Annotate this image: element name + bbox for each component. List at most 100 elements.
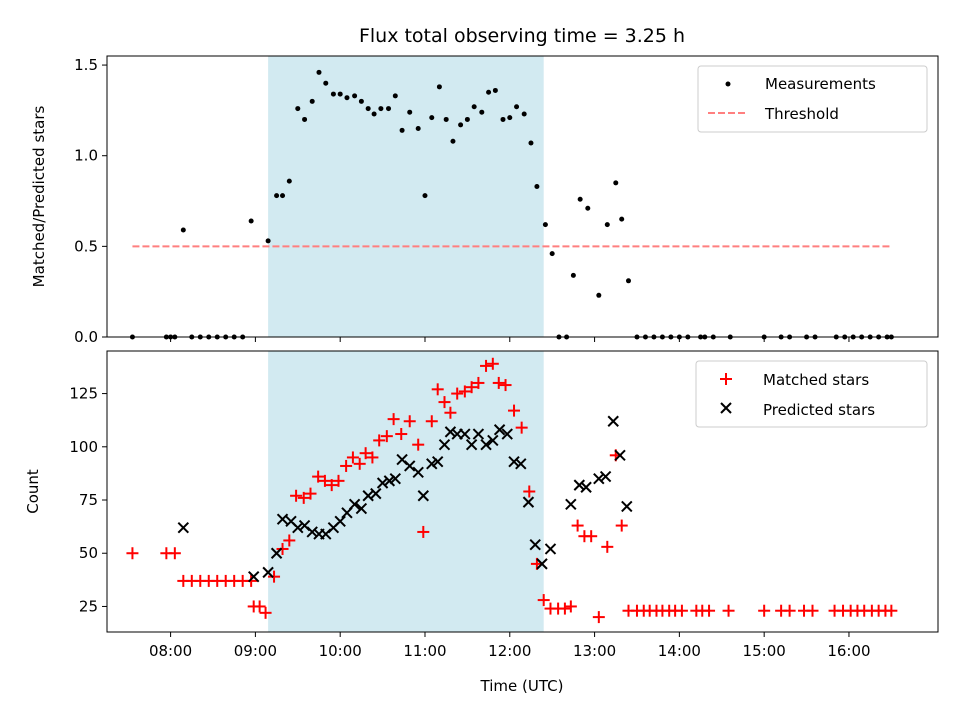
matched-star-point [451, 387, 464, 400]
panel-counts-y-label: Count [24, 469, 42, 514]
panel-ratio-frame [106, 55, 939, 338]
predicted-star-point [614, 449, 626, 462]
x-tick-label: 16:00 [827, 642, 870, 660]
legend-box [695, 360, 928, 428]
measurement-point [337, 91, 343, 97]
y-tick-label: 50 [79, 544, 98, 562]
matched-star-point [458, 385, 471, 398]
measurement-point [371, 111, 377, 117]
predicted-star-point [472, 428, 485, 440]
measurement-point [295, 106, 301, 112]
matched-star-point [571, 519, 584, 532]
matched-star-point [564, 600, 577, 613]
legend-measurements-marker [725, 81, 731, 87]
predicted-star-point [515, 458, 527, 470]
predicted-star-point [459, 428, 471, 440]
matched-star-point [259, 606, 272, 619]
matched-star-point [585, 530, 598, 543]
measurement-point [286, 178, 292, 184]
predicted-star-point [621, 500, 633, 513]
predicted-star-point [404, 460, 416, 472]
measurement-point [443, 116, 449, 122]
y-tick-label: 1.0 [74, 147, 98, 165]
matched-star-point [537, 594, 550, 607]
measurement-point [323, 80, 329, 86]
measurement-point [422, 193, 428, 199]
y-tick-label: 125 [69, 385, 98, 403]
matched-star-point [168, 547, 181, 560]
matched-star-point [346, 451, 359, 464]
predicted-star-point [270, 547, 283, 559]
measurement-point [521, 111, 527, 117]
measurement-point [528, 140, 534, 146]
predicted-star-point [177, 521, 190, 534]
measurement-point [464, 116, 470, 122]
predicted-star-point [593, 473, 605, 485]
measurement-point [577, 196, 583, 202]
matched-star-point [515, 421, 528, 434]
predicted-star-point [355, 502, 368, 515]
measurement-point [378, 106, 384, 112]
measurement-point [542, 222, 548, 228]
predicted-star-point [580, 481, 592, 493]
matched-star-point [472, 376, 485, 389]
measurement-point [436, 84, 442, 90]
panel-ratio-y-ticks: 0.0 0.5 1.0 1.5 [74, 56, 107, 346]
matched-star-point [276, 542, 289, 555]
matched-star-point [403, 415, 416, 428]
matched-star-point [268, 570, 281, 583]
matched-star-point [318, 474, 331, 487]
legend-matched-label: Matched stars [763, 371, 869, 389]
matched-star-point [340, 459, 353, 472]
measurement-point [500, 116, 506, 122]
measurement-point [585, 205, 591, 211]
panel-ratio-y-label: Matched/Predicted stars [30, 106, 48, 288]
legend-measurements-label: Measurements [765, 75, 876, 93]
matched-star-point [366, 451, 379, 464]
matched-star-point [722, 604, 735, 617]
measurement-point [549, 251, 555, 257]
predicted-star-point [431, 455, 444, 468]
predicted-star-point [444, 426, 457, 438]
measurement-point [386, 106, 392, 112]
predicted-star-point [573, 479, 586, 491]
x-tick-label: 15:00 [743, 642, 786, 660]
matched-star-point [492, 376, 505, 389]
measurement-point [330, 91, 336, 97]
panel-counts-x-ticks: 08:00 09:00 10:00 11:00 12:00 13:00 14:00 15:00… [149, 632, 871, 660]
matched-star-point [412, 438, 425, 451]
measurement-point [570, 272, 576, 278]
matched-star-point [425, 415, 438, 428]
matched-star-point [353, 457, 366, 470]
measurement-point [429, 115, 435, 121]
predicted-star-point [276, 513, 289, 525]
predicted-star-point [247, 570, 260, 583]
measurement-point [471, 104, 477, 110]
matched-star-point [312, 470, 325, 483]
measurement-point [180, 227, 186, 233]
measurement-point [392, 93, 398, 99]
matched-star-point [126, 547, 139, 560]
predicted-star-point [599, 470, 612, 483]
panel-ratio-legend: Measurements Threshold [697, 65, 928, 133]
y-tick-label: 100 [69, 438, 98, 456]
matched-star-point [387, 413, 400, 426]
measurement-point [625, 278, 631, 284]
predicted-star-point [438, 438, 451, 451]
matched-star-point [465, 381, 478, 394]
measurement-point [352, 93, 358, 99]
predicted-star-point [536, 558, 548, 570]
matched-star-point [245, 574, 258, 587]
matched-star-point [486, 357, 499, 370]
predicted-star-point [417, 490, 429, 502]
matched-star-point [758, 604, 771, 617]
predicted-star-point [480, 438, 492, 451]
predicted-star-point [493, 424, 506, 436]
measurement-point [309, 98, 315, 104]
panel-ratio: 0.0 0.5 1.0 1.5 Matched/Predicted stars Mea… [30, 55, 939, 346]
measurement-point [619, 216, 625, 222]
predicted-star-point [544, 543, 557, 555]
measurement-point [365, 106, 371, 112]
x-tick-label: 11:00 [403, 642, 446, 660]
measurement-point [514, 104, 520, 110]
